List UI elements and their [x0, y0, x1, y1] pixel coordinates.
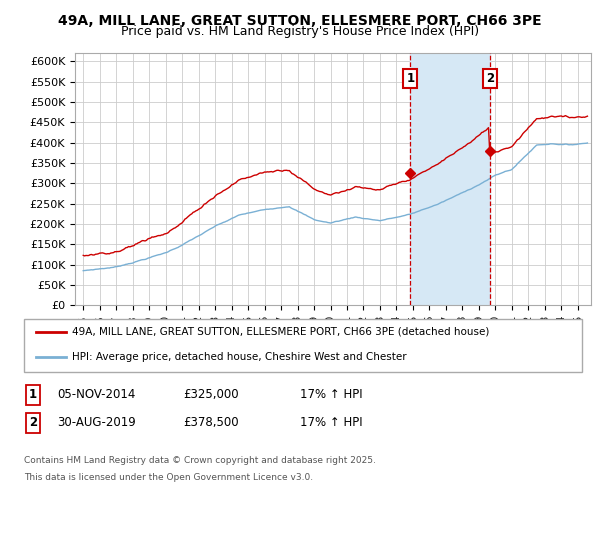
- Text: 05-NOV-2014: 05-NOV-2014: [57, 388, 136, 402]
- Text: 49A, MILL LANE, GREAT SUTTON, ELLESMERE PORT, CH66 3PE (detached house): 49A, MILL LANE, GREAT SUTTON, ELLESMERE …: [72, 326, 490, 337]
- Bar: [410, 53, 490, 305]
- Text: 30-AUG-2019: 30-AUG-2019: [57, 416, 136, 430]
- Text: 2: 2: [29, 416, 37, 430]
- Text: £378,500: £378,500: [183, 416, 239, 430]
- Text: Price paid vs. HM Land Registry's House Price Index (HPI): Price paid vs. HM Land Registry's House …: [121, 25, 479, 38]
- Text: Contains HM Land Registry data © Crown copyright and database right 2025.: Contains HM Land Registry data © Crown c…: [24, 456, 376, 465]
- Text: £325,000: £325,000: [183, 388, 239, 402]
- Text: 2: 2: [486, 72, 494, 85]
- Text: 49A, MILL LANE, GREAT SUTTON, ELLESMERE PORT, CH66 3PE: 49A, MILL LANE, GREAT SUTTON, ELLESMERE …: [58, 14, 542, 28]
- Text: 1: 1: [406, 72, 415, 85]
- Text: 17% ↑ HPI: 17% ↑ HPI: [300, 416, 362, 430]
- Text: 1: 1: [29, 388, 37, 402]
- Text: HPI: Average price, detached house, Cheshire West and Chester: HPI: Average price, detached house, Ches…: [72, 352, 407, 362]
- Text: 17% ↑ HPI: 17% ↑ HPI: [300, 388, 362, 402]
- Text: This data is licensed under the Open Government Licence v3.0.: This data is licensed under the Open Gov…: [24, 473, 313, 482]
